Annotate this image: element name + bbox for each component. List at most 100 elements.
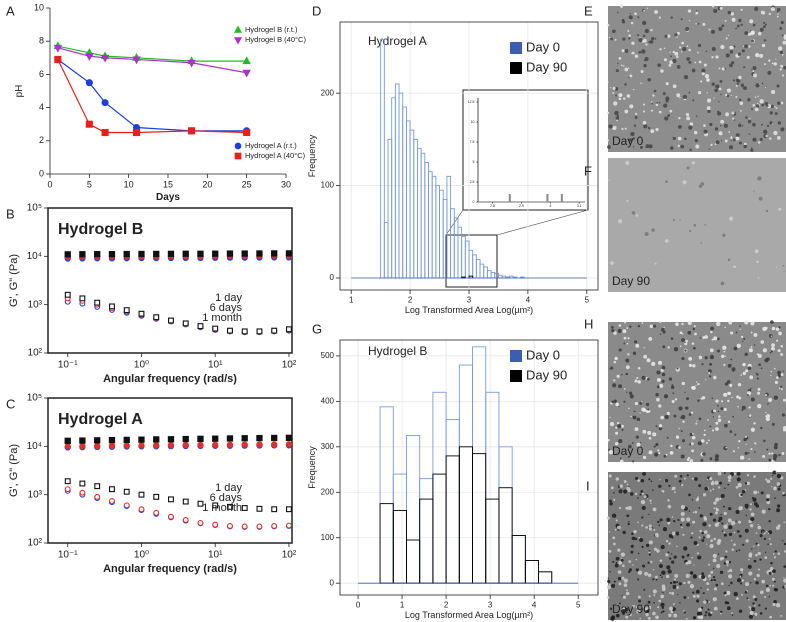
speckle xyxy=(705,611,708,614)
speckle xyxy=(727,10,732,15)
speckle xyxy=(745,369,749,373)
speckle xyxy=(748,606,751,609)
speckle xyxy=(756,377,759,380)
speckle xyxy=(659,518,663,522)
speckle xyxy=(655,578,658,581)
speckle xyxy=(752,122,756,127)
speckle xyxy=(640,490,644,493)
speckle xyxy=(611,513,617,518)
speckle xyxy=(681,41,685,45)
speckle xyxy=(756,104,760,108)
speckle xyxy=(747,32,751,36)
speckle xyxy=(763,439,766,443)
y-tick-label: 2.5 xyxy=(470,180,475,184)
speckle xyxy=(640,441,642,444)
speckle xyxy=(619,457,622,460)
speckle xyxy=(695,381,698,383)
speckle xyxy=(693,541,698,546)
speckle xyxy=(714,143,717,145)
histogram-bar xyxy=(379,406,394,584)
speckle xyxy=(698,355,703,360)
speckle xyxy=(757,95,759,98)
marker xyxy=(182,498,189,505)
speckle xyxy=(637,595,641,599)
speckle xyxy=(783,66,786,70)
speckle xyxy=(631,51,635,55)
speckle xyxy=(647,605,652,610)
marker xyxy=(197,435,204,442)
speckle xyxy=(657,520,660,524)
x-tick-label: 10¹ xyxy=(208,360,223,371)
speckle xyxy=(722,233,726,237)
speckle xyxy=(736,343,741,348)
speckle xyxy=(713,502,715,504)
speckle xyxy=(659,574,662,577)
speckle xyxy=(764,551,767,553)
speckle xyxy=(680,18,683,21)
speckle xyxy=(660,69,664,73)
speckle xyxy=(739,328,741,330)
speckle xyxy=(781,413,786,417)
speckle xyxy=(711,47,716,52)
speckle xyxy=(640,82,642,85)
speckle xyxy=(636,609,641,614)
speckle xyxy=(621,564,625,568)
speckle xyxy=(783,578,786,583)
speckle xyxy=(613,379,616,382)
speckle xyxy=(639,493,642,496)
speckle xyxy=(637,497,639,499)
speckle xyxy=(709,512,713,516)
speckle xyxy=(727,399,730,403)
speckle xyxy=(765,478,768,481)
histogram-bar xyxy=(485,391,500,584)
speckle xyxy=(686,116,691,121)
speckle xyxy=(700,606,704,609)
marker xyxy=(109,498,115,504)
speckle xyxy=(710,539,713,543)
x-tick-label: 0 xyxy=(47,180,52,190)
speckle xyxy=(654,533,659,537)
speckle xyxy=(658,404,662,408)
speckle xyxy=(675,545,678,548)
speckle xyxy=(629,325,632,328)
speckle xyxy=(711,82,715,86)
marker xyxy=(167,436,175,443)
speckle xyxy=(625,506,629,510)
speckle xyxy=(709,362,713,366)
speckle xyxy=(767,532,770,535)
speckle xyxy=(656,385,660,389)
speckle xyxy=(768,538,771,540)
marker xyxy=(182,516,189,523)
speckle xyxy=(628,391,633,395)
marker xyxy=(53,44,63,53)
speckle xyxy=(747,564,752,569)
speckle xyxy=(682,180,687,185)
speckle xyxy=(629,13,631,15)
marker xyxy=(108,250,116,258)
speckle xyxy=(635,568,639,572)
speckle xyxy=(613,491,615,494)
annotation: Hydrogel A xyxy=(58,411,143,428)
marker xyxy=(271,250,278,257)
speckle xyxy=(719,124,722,127)
speckle xyxy=(732,416,735,418)
speckle xyxy=(768,569,772,573)
speckle xyxy=(732,450,735,453)
histogram-bar xyxy=(391,97,396,279)
speckle xyxy=(737,52,742,56)
speckle xyxy=(670,337,674,340)
speckle xyxy=(738,520,742,524)
speckle xyxy=(671,516,674,518)
speckle xyxy=(731,367,736,372)
speckle xyxy=(755,581,759,585)
speckle xyxy=(620,459,624,463)
speckle xyxy=(611,400,615,404)
speckle xyxy=(718,415,721,418)
speckle xyxy=(651,228,655,232)
speckle xyxy=(783,425,786,430)
speckle xyxy=(723,591,727,595)
marker xyxy=(285,326,292,333)
speckle xyxy=(739,575,742,578)
speckle xyxy=(751,108,753,111)
image-label: Day 0 xyxy=(612,444,644,458)
